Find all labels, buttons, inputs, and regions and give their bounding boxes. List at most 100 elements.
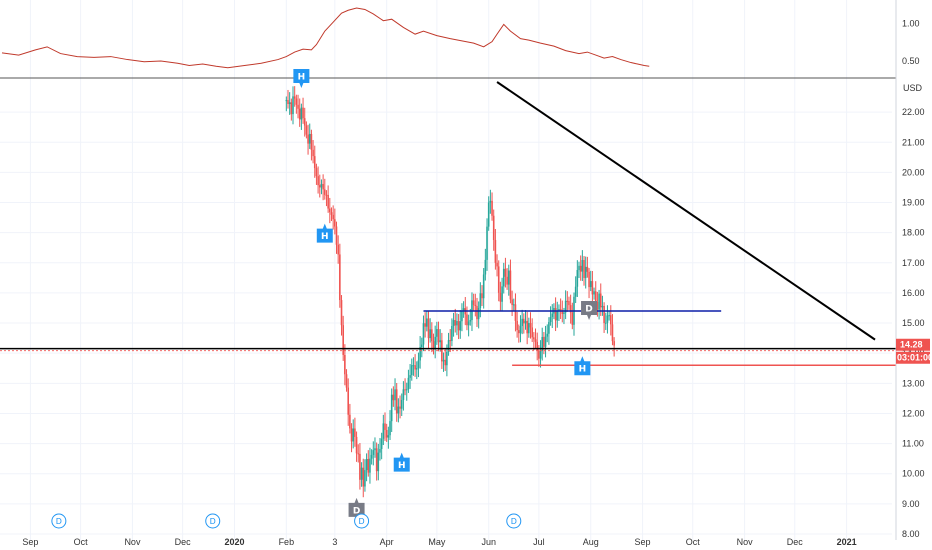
dividend-marker[interactable]: D <box>506 513 522 529</box>
candle-body <box>347 387 350 415</box>
price-tick: 21.00 <box>902 137 925 147</box>
dividend-circle[interactable] <box>51 513 67 529</box>
candle-body <box>395 389 398 414</box>
candle-body <box>509 270 512 300</box>
candle-body <box>300 107 303 120</box>
time-tick: Dec <box>175 537 192 547</box>
candle-body <box>360 467 363 480</box>
candle-body <box>496 262 498 267</box>
candle-body <box>374 448 376 451</box>
candle-body <box>318 185 321 188</box>
candle-body <box>581 260 584 272</box>
candle-body <box>431 329 433 342</box>
candle-body <box>342 325 344 355</box>
candle-body <box>601 305 604 308</box>
candle-body <box>422 323 425 345</box>
candle-body <box>481 293 483 299</box>
dividend-marker[interactable]: D <box>51 513 67 529</box>
candle-body <box>591 281 594 295</box>
candle-body <box>506 276 508 285</box>
indicator-tick: 1.00 <box>902 19 920 29</box>
candle-body <box>295 98 298 105</box>
marker-badge[interactable] <box>393 452 410 472</box>
time-tick: 2020 <box>224 537 244 547</box>
candle-body <box>514 304 517 321</box>
candle-body <box>419 347 421 361</box>
candle-body <box>410 365 413 376</box>
candle-body <box>559 309 562 311</box>
candle-body <box>586 266 589 272</box>
candle-body <box>307 134 309 144</box>
dividend-marker[interactable]: D <box>205 513 221 529</box>
candle-body <box>329 208 331 213</box>
candle-body <box>492 215 495 241</box>
indicator-series <box>1 7 650 69</box>
candle-body <box>538 350 540 359</box>
marker-h[interactable]: H <box>293 69 310 89</box>
candle-body <box>420 344 423 348</box>
candle-body <box>476 306 478 320</box>
candle-body <box>529 323 532 328</box>
price-candles <box>285 86 615 498</box>
earnings-markers[interactable]: H H H D D H <box>293 69 598 517</box>
candle-body <box>285 100 288 102</box>
marker-badge[interactable] <box>574 356 591 376</box>
marker-h[interactable]: H <box>316 223 333 243</box>
marker-d[interactable]: D <box>581 301 598 321</box>
dividend-marker[interactable]: D <box>354 513 370 529</box>
candle-body <box>596 301 599 310</box>
candle-body <box>320 183 323 188</box>
candle-body <box>390 394 393 422</box>
candle-body <box>594 291 597 302</box>
candle-body <box>609 315 612 325</box>
candle-body <box>451 325 453 341</box>
candle-body <box>400 399 403 409</box>
candle-body <box>335 226 338 245</box>
price-axis[interactable]: 22.00 21.00 20.00 19.00 18.00 17.00 16.00 15.00… <box>895 0 925 540</box>
candle-body <box>497 266 500 293</box>
candle-body <box>578 265 580 271</box>
marker-d[interactable]: D <box>348 497 365 517</box>
candle-body <box>312 149 314 157</box>
candle-body <box>432 341 435 349</box>
marker-badge[interactable] <box>581 301 598 321</box>
time-tick: Nov <box>737 537 754 547</box>
candle-body <box>339 254 341 301</box>
candle-body <box>576 270 579 287</box>
candle-body <box>345 374 348 388</box>
marker-label: H <box>579 365 587 375</box>
candle-body <box>409 375 411 378</box>
candle-body <box>305 125 308 135</box>
candle-body <box>471 300 473 321</box>
marker-badge[interactable] <box>316 223 333 243</box>
candle-body <box>574 286 577 297</box>
marker-h[interactable]: H <box>393 452 410 472</box>
candle-body <box>507 270 510 285</box>
dividend-circle[interactable] <box>205 513 221 529</box>
dividend-circle[interactable] <box>354 513 370 529</box>
candle-body <box>584 266 587 279</box>
marker-badge[interactable] <box>293 69 310 89</box>
candle-body <box>521 318 523 327</box>
time-tick: Oct <box>74 537 89 547</box>
marker-badge[interactable] <box>348 497 365 517</box>
marker-h[interactable]: H <box>574 356 591 376</box>
candle-body <box>362 467 365 487</box>
candle-body <box>334 219 336 227</box>
candle-body <box>457 321 460 331</box>
marker-label: H <box>398 461 406 471</box>
candle-body <box>424 323 426 327</box>
time-tick: Oct <box>686 537 701 547</box>
candle-body <box>519 326 522 334</box>
candle-body <box>571 312 574 325</box>
candle-body <box>392 394 395 401</box>
time-axis[interactable]: Sep Oct Nov Dec 2020 Feb 3 Apr May Jun Jul Aug Sep Oc… <box>22 537 856 547</box>
chart-grid <box>0 0 892 540</box>
trend-line[interactable] <box>496 81 876 341</box>
candle-body <box>551 313 554 317</box>
dividend-circle[interactable] <box>506 513 522 529</box>
candle-body <box>599 293 602 308</box>
countdown-label: 03:01:00 <box>897 353 932 363</box>
